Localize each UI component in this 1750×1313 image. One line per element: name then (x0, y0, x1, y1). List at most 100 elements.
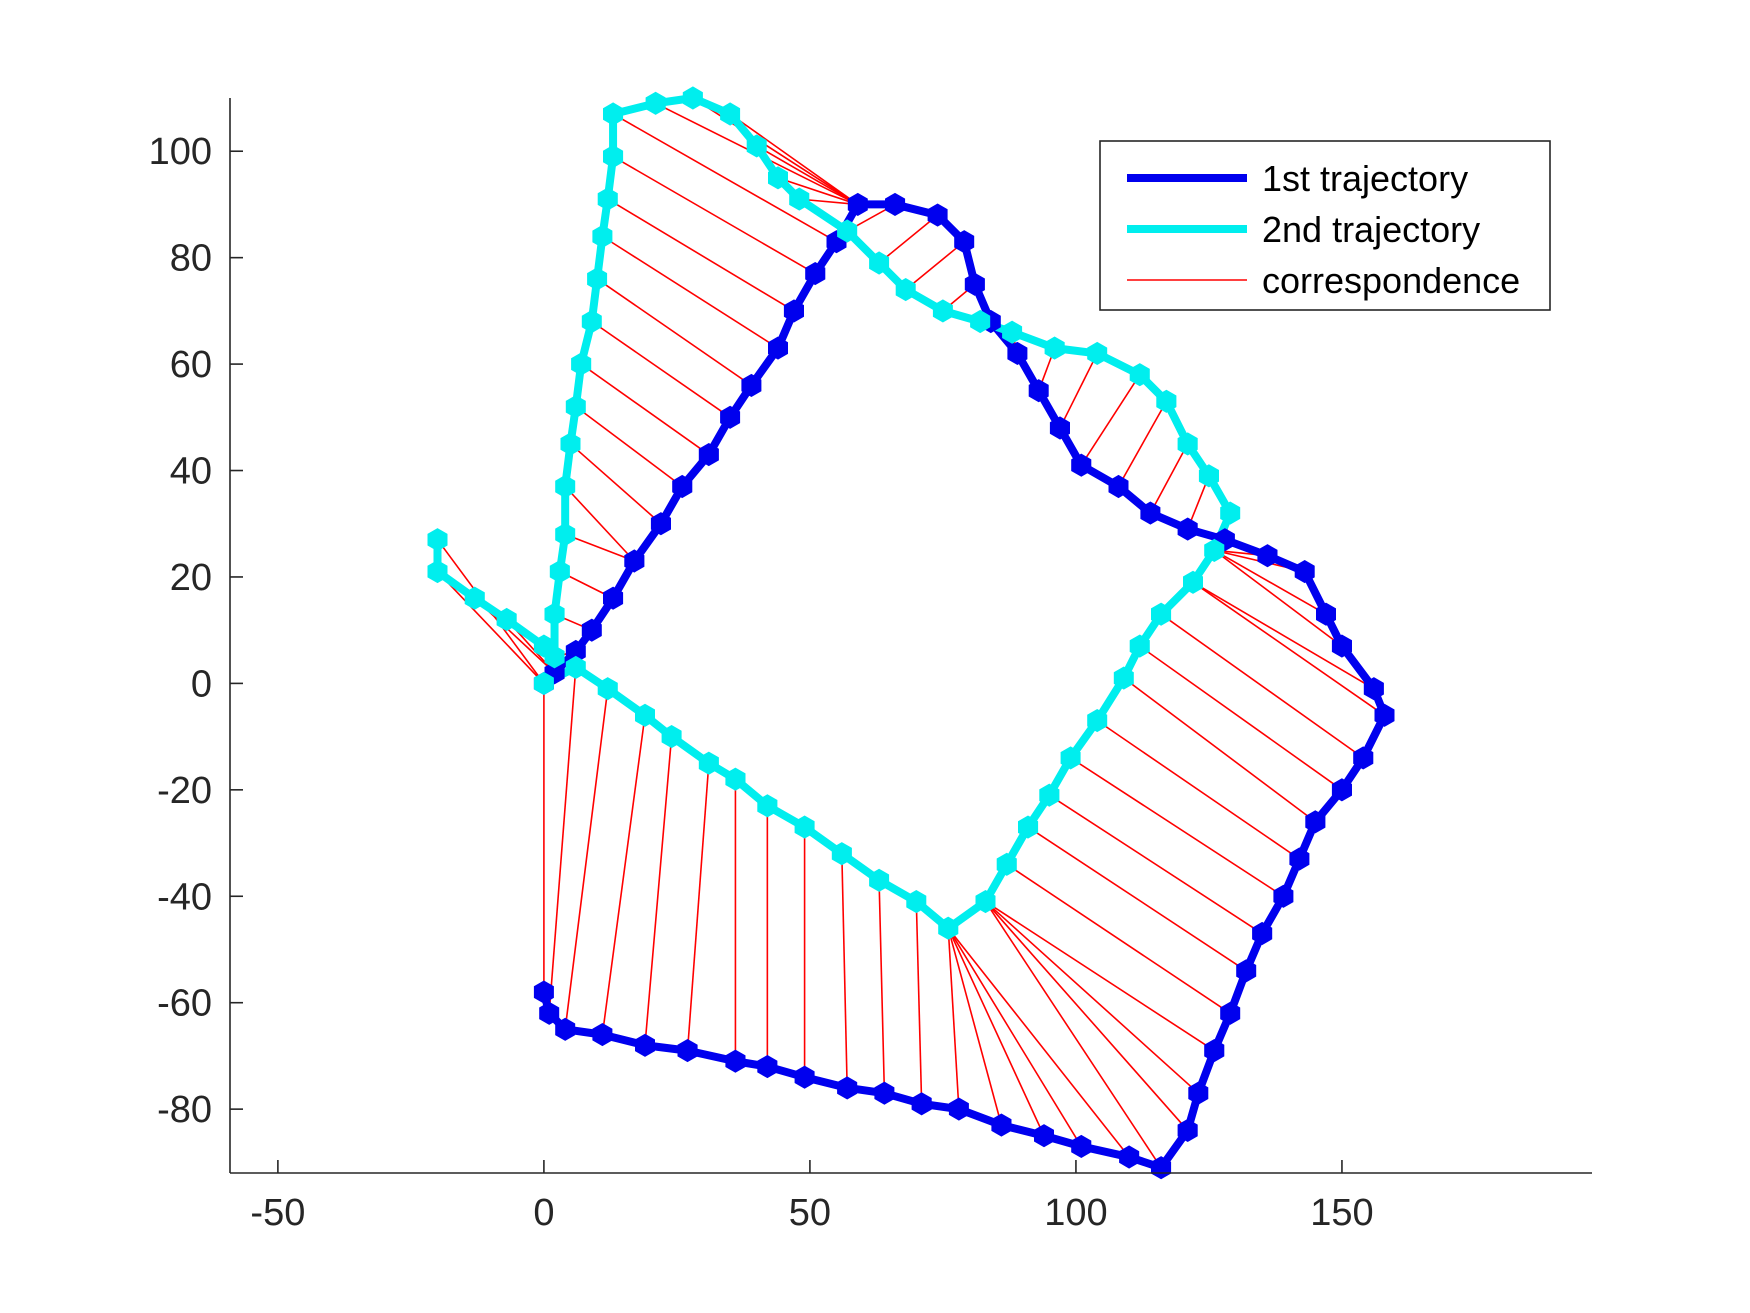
point-2nd-trajectory (496, 607, 517, 632)
correspondence-line (729, 113, 859, 206)
point-2nd-trajectory (645, 91, 666, 115)
point-2nd-trajectory (698, 751, 719, 775)
correspondence-line (686, 763, 710, 1051)
point-2nd-trajectory (794, 815, 815, 839)
point-1st-trajectory (581, 618, 602, 642)
correspondence-line (436, 571, 545, 684)
point-2nd-trajectory (746, 134, 767, 158)
correspondence-line (612, 113, 837, 243)
legend: 1st trajectory 2nd trajectory corresponden… (1099, 140, 1551, 311)
point-1st-trajectory (624, 549, 645, 573)
point-1st-trajectory (555, 1017, 576, 1041)
series-1st-trajectory-line (539, 200, 1389, 1172)
point-1st-trajectory (1331, 778, 1352, 802)
correspondence-line (947, 927, 1130, 1158)
correspondence-line (1192, 581, 1375, 690)
point-2nd-trajectory (555, 474, 576, 499)
point-1st-trajectory (1177, 517, 1198, 541)
point-2nd-trajectory (544, 645, 565, 669)
point-1st-trajectory (783, 299, 804, 323)
point-2nd-trajectory (1151, 602, 1172, 626)
point-1st-trajectory (1108, 474, 1129, 499)
y-tick-label: 60 (170, 344, 212, 386)
correspondence-line (947, 927, 1082, 1147)
y-tick-label: 0 (191, 663, 212, 705)
point-1st-trajectory (592, 1023, 613, 1047)
x-tick-label: 50 (789, 1192, 831, 1234)
correspondence-line (601, 715, 646, 1035)
correspondence-line (777, 177, 859, 206)
point-1st-trajectory (1331, 634, 1352, 658)
x-tick-label: 150 (1310, 1192, 1373, 1234)
correspondence-line (947, 928, 960, 1110)
point-2nd-trajectory (464, 586, 485, 610)
point-2nd-trajectory (1204, 538, 1225, 562)
legend-correspondence-label: correspondence (1262, 260, 1520, 301)
point-1st-trajectory (874, 1081, 895, 1105)
point-1st-trajectory (1204, 1039, 1225, 1063)
correspondence-line (1213, 549, 1327, 615)
point-1st-trajectory (1028, 379, 1049, 403)
correspondence-lines (436, 97, 1385, 1169)
point-2nd-trajectory (555, 522, 576, 546)
correspondence-line (905, 241, 965, 291)
series-markers (427, 86, 1395, 1180)
point-2nd-trajectory (603, 102, 624, 126)
point-1st-trajectory (1140, 501, 1161, 525)
point-2nd-trajectory (1129, 634, 1150, 658)
y-tick-label: -20 (157, 770, 212, 812)
point-1st-trajectory (805, 262, 826, 286)
point-2nd-trajectory (1156, 389, 1177, 413)
point-2nd-trajectory (720, 102, 741, 126)
point-2nd-trajectory (597, 187, 618, 211)
correspondence-line (1070, 757, 1284, 897)
point-2nd-trajectory (427, 528, 448, 552)
point-1st-trajectory (725, 1049, 746, 1073)
point-2nd-trajectory (906, 890, 927, 914)
point-2nd-trajectory (757, 794, 778, 818)
point-1st-trajectory (677, 1039, 698, 1063)
point-1st-trajectory (741, 373, 762, 397)
point-1st-trajectory (1049, 416, 1070, 440)
point-2nd-trajectory (544, 602, 565, 626)
correspondence-line (1048, 794, 1263, 935)
point-2nd-trajectory (560, 432, 581, 456)
point-2nd-trajectory (1018, 815, 1039, 839)
point-2nd-trajectory (1183, 570, 1203, 594)
x-tick-label: 0 (533, 1192, 554, 1234)
point-1st-trajectory (911, 1092, 932, 1116)
point-1st-trajectory (1257, 544, 1278, 568)
x-tick-label: 100 (1044, 1192, 1107, 1234)
point-1st-trajectory (885, 192, 906, 216)
point-1st-trajectory (1071, 453, 1092, 477)
y-tick-label: -80 (157, 1089, 212, 1131)
point-2nd-trajectory (1060, 746, 1081, 770)
y-tick-label: 80 (170, 238, 212, 280)
point-1st-trajectory (1007, 341, 1028, 365)
point-1st-trajectory (1353, 746, 1374, 770)
y-tick-label: 20 (170, 557, 212, 599)
point-1st-trajectory (837, 1076, 858, 1100)
point-2nd-trajectory (581, 309, 602, 334)
point-1st-trajectory (1316, 602, 1336, 626)
point-1st-trajectory (1151, 1156, 1172, 1180)
point-2nd-trajectory (1039, 783, 1060, 807)
correspondence-line (564, 533, 635, 562)
point-1st-trajectory (794, 1065, 815, 1089)
correspondence-line (1096, 719, 1300, 860)
point-2nd-trajectory (1044, 336, 1065, 360)
correspondence-line (601, 235, 779, 349)
point-2nd-trajectory (565, 395, 586, 419)
point-2nd-trajectory (587, 267, 608, 291)
point-2nd-trajectory (895, 278, 916, 302)
point-2nd-trajectory (831, 842, 852, 866)
point-1st-trajectory (954, 230, 975, 254)
correspondence-line (1192, 581, 1385, 716)
point-1st-trajectory (672, 474, 693, 499)
point-2nd-trajectory (533, 671, 554, 695)
point-1st-trajectory (1034, 1124, 1054, 1148)
correspondence-line (569, 443, 662, 525)
point-2nd-trajectory (1198, 464, 1219, 488)
correspondence-line (1213, 549, 1343, 647)
